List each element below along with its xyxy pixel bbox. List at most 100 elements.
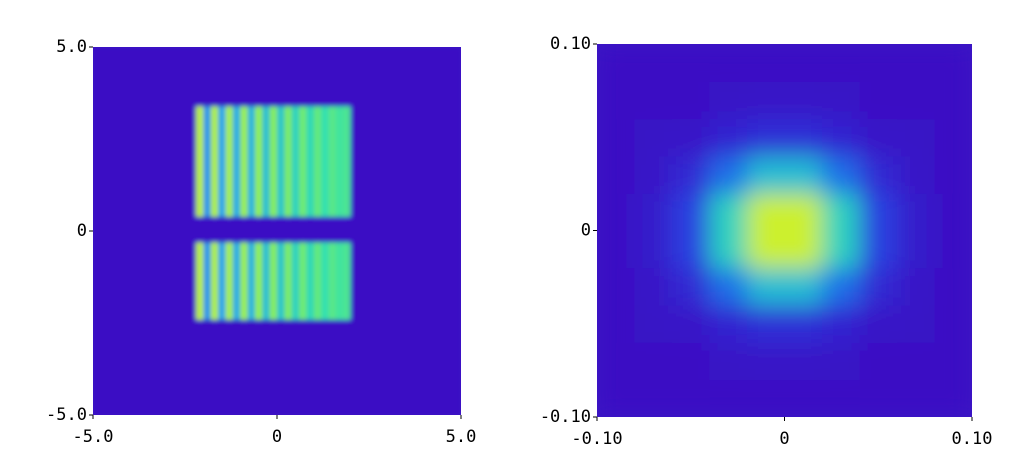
heatmap-cell bbox=[335, 105, 344, 217]
heatmap-cell bbox=[284, 47, 293, 107]
heatmap-cell bbox=[232, 105, 241, 217]
heatmap-cell bbox=[321, 319, 330, 415]
heatmap-cell bbox=[350, 47, 461, 107]
heatmap-cell bbox=[284, 319, 293, 415]
heatmap-cell bbox=[335, 319, 344, 415]
heatmap-cell bbox=[350, 105, 461, 217]
heatmap-cell bbox=[306, 319, 315, 415]
heatmap-cell bbox=[306, 105, 315, 217]
heatmap-cell bbox=[934, 44, 972, 82]
heatmap-cell bbox=[277, 105, 285, 217]
heatmap-cell bbox=[597, 193, 635, 231]
heatmap-cell bbox=[822, 155, 860, 194]
heatmap-cell bbox=[196, 105, 204, 217]
heatmap-cell bbox=[784, 379, 823, 417]
heatmap-cell bbox=[897, 342, 935, 381]
heatmap-cell bbox=[784, 81, 823, 120]
heatmap-cell bbox=[709, 379, 748, 417]
heatmap-cell bbox=[709, 118, 748, 157]
heatmap-cell bbox=[934, 267, 972, 306]
heatmap-cell bbox=[634, 305, 673, 343]
heatmap-cell bbox=[747, 81, 785, 120]
heatmap-cell bbox=[784, 342, 823, 381]
heatmap-cell bbox=[225, 105, 234, 217]
heatmap-cell bbox=[672, 44, 710, 82]
heatmap-cell bbox=[897, 118, 935, 157]
heatmap-cell bbox=[232, 242, 241, 320]
heatmap bbox=[93, 47, 461, 415]
heatmap-cell bbox=[822, 305, 860, 343]
heatmap-cell bbox=[343, 47, 352, 107]
heatmap-cell bbox=[822, 44, 860, 82]
heatmap-cell bbox=[291, 216, 300, 243]
heatmap-cell bbox=[203, 242, 212, 320]
heatmap-cell bbox=[284, 216, 293, 243]
x-tick-label: -5.0 bbox=[73, 427, 114, 447]
heatmap-cell bbox=[225, 242, 234, 320]
heatmap-cell bbox=[597, 155, 635, 194]
heatmap-cell bbox=[232, 216, 241, 243]
heatmap-cell bbox=[203, 319, 212, 415]
heatmap-cell bbox=[277, 216, 285, 243]
heatmap-cell bbox=[859, 379, 898, 417]
heatmap-cell bbox=[709, 230, 748, 269]
heatmap-cell bbox=[597, 342, 635, 381]
heatmap-cell bbox=[254, 47, 263, 107]
heatmap-cell bbox=[934, 193, 972, 231]
heatmap-cell bbox=[203, 47, 212, 107]
heatmap-cell bbox=[350, 216, 461, 243]
heatmap-cell bbox=[277, 47, 285, 107]
heatmap-cell bbox=[822, 118, 860, 157]
heatmap-cell bbox=[262, 47, 271, 107]
heatmap-cell bbox=[634, 379, 673, 417]
heatmap-cell bbox=[284, 242, 293, 320]
heatmap-cell bbox=[897, 155, 935, 194]
heatmap-cell bbox=[784, 118, 823, 157]
x-tick-label: 0 bbox=[272, 427, 282, 447]
heatmap-cells bbox=[597, 44, 972, 417]
heatmap-cell bbox=[859, 230, 898, 269]
heatmap-cell bbox=[313, 47, 322, 107]
heatmap-cell bbox=[247, 319, 256, 415]
heatmap-cell bbox=[269, 242, 278, 320]
heatmap-cell bbox=[254, 242, 263, 320]
heatmap-cell bbox=[225, 216, 234, 243]
y-tick-label: 0 bbox=[581, 221, 591, 241]
heatmap-cell bbox=[634, 81, 673, 120]
heatmap-cell bbox=[225, 319, 234, 415]
y-tick-label: 0 bbox=[77, 221, 87, 241]
heatmap-cell bbox=[218, 216, 226, 243]
heatmap-cell bbox=[597, 230, 635, 269]
heatmap-cell bbox=[634, 155, 673, 194]
heatmap-cell bbox=[247, 216, 256, 243]
heatmap-cell bbox=[269, 216, 278, 243]
heatmap-cell bbox=[218, 105, 226, 217]
heatmap-cell bbox=[210, 216, 219, 243]
heatmap-cell bbox=[897, 379, 935, 417]
heatmap-cell bbox=[897, 267, 935, 306]
x-tick-label: 0.10 bbox=[952, 429, 993, 449]
heatmap-cell bbox=[747, 305, 785, 343]
heatmap-cell bbox=[934, 342, 972, 381]
heatmap-cell bbox=[262, 105, 271, 217]
heatmap-cell bbox=[291, 242, 300, 320]
heatmap-cell bbox=[784, 193, 823, 231]
heatmap-cell bbox=[859, 305, 898, 343]
heatmap-cell bbox=[313, 105, 322, 217]
heatmap-cell bbox=[247, 47, 256, 107]
heatmap-cell bbox=[822, 230, 860, 269]
heatmap-cell bbox=[672, 193, 710, 231]
heatmap-cell bbox=[897, 44, 935, 82]
x-tick-label: -0.10 bbox=[571, 429, 622, 449]
heatmap-cell bbox=[335, 242, 344, 320]
heatmap-cell bbox=[747, 193, 785, 231]
heatmap-cell bbox=[240, 319, 249, 415]
heatmap-cell bbox=[313, 319, 322, 415]
heatmap-cell bbox=[93, 47, 197, 107]
heatmap-cell bbox=[709, 342, 748, 381]
heatmap-cell bbox=[321, 105, 330, 217]
heatmap-cell bbox=[672, 155, 710, 194]
heatmap-cell bbox=[897, 230, 935, 269]
heatmap bbox=[597, 44, 972, 417]
